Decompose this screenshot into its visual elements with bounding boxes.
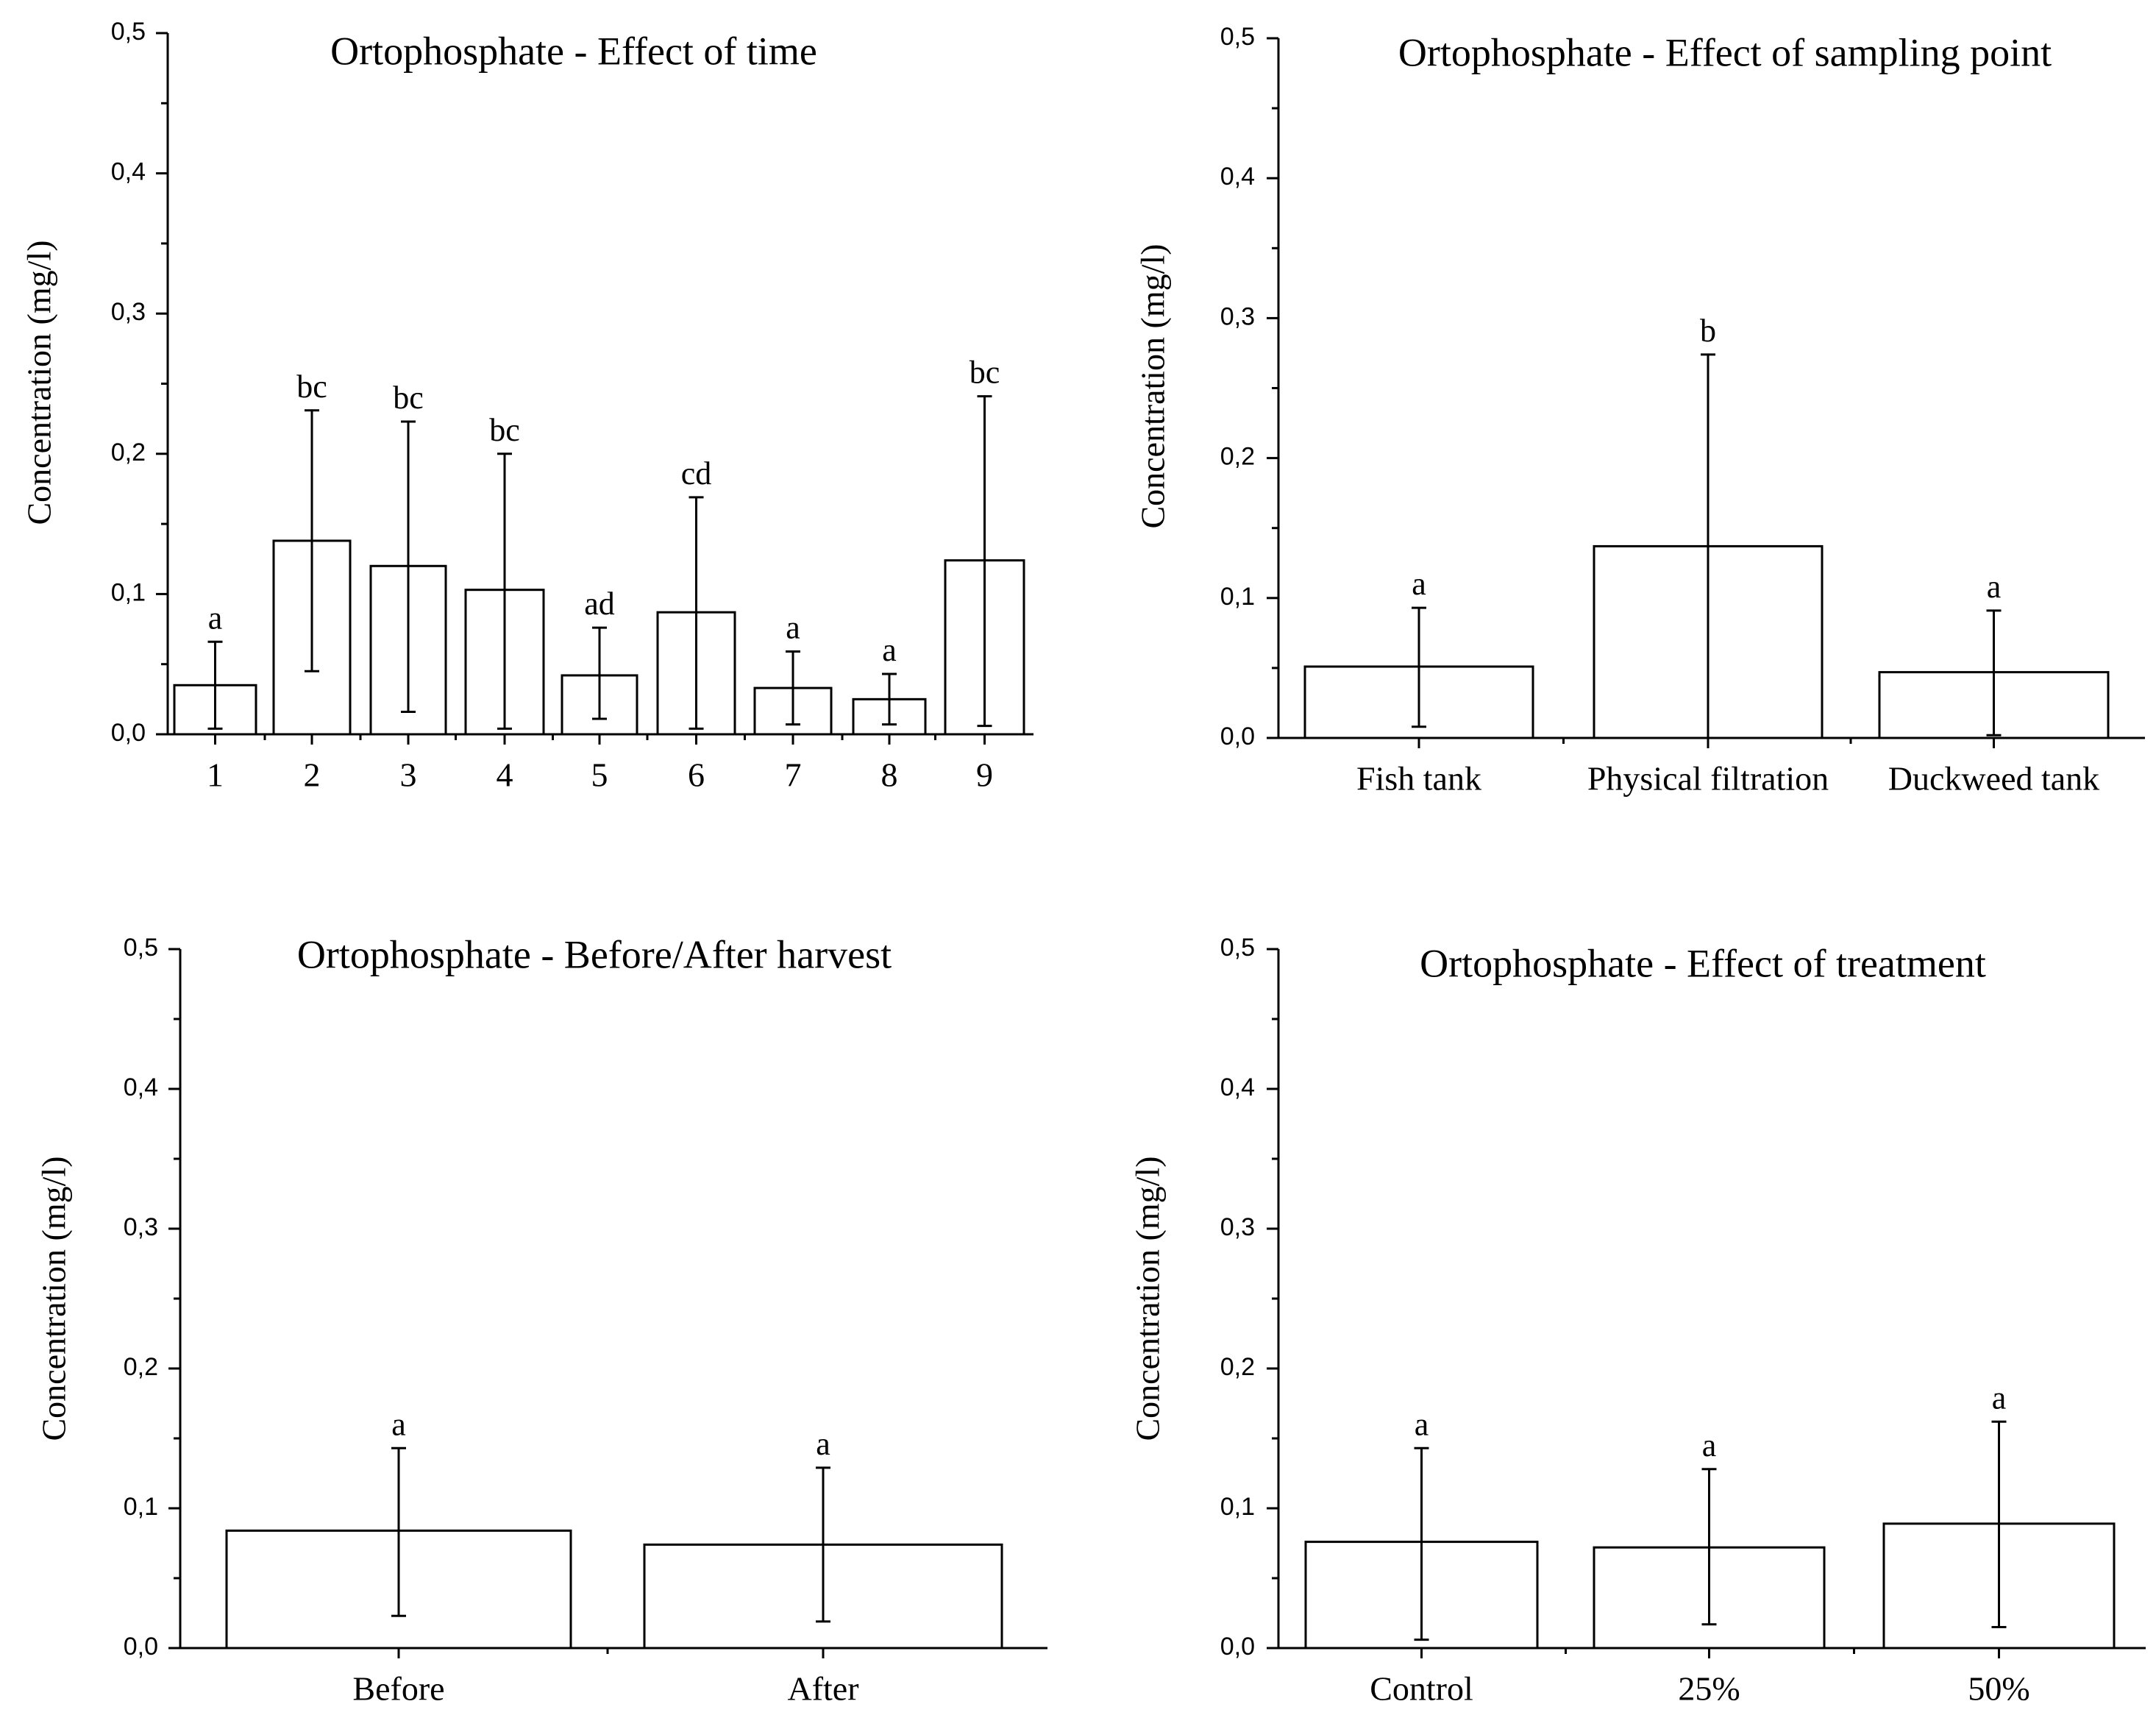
x-tick-label: 5 bbox=[591, 756, 608, 794]
y-tick-label: 0,4 bbox=[1220, 163, 1255, 191]
x-tick-label: 2 bbox=[304, 756, 321, 794]
significance-label: a bbox=[391, 1406, 406, 1442]
chart-panel-1: Ortophosphate - Effect of time Concentrat… bbox=[21, 18, 1033, 794]
y-tick-label: 0,5 bbox=[1220, 934, 1255, 962]
x-tick-label: 1 bbox=[207, 756, 224, 794]
significance-label: bc bbox=[970, 355, 1000, 391]
x-tick-label: 25% bbox=[1678, 1670, 1740, 1708]
x-tick-label: 4 bbox=[497, 756, 513, 794]
x-tick-label: Control bbox=[1370, 1670, 1473, 1708]
y-tick-label: 0,4 bbox=[1220, 1073, 1255, 1101]
significance-label: bc bbox=[296, 369, 327, 405]
significance-label: a bbox=[816, 1426, 830, 1462]
significance-label: a bbox=[1987, 569, 2002, 605]
chart-panel-4: Ortophosphate - Effect of treatment Conce… bbox=[1129, 934, 2146, 1708]
x-tick-label: 6 bbox=[688, 756, 705, 794]
y-tick-label: 0,1 bbox=[1220, 1493, 1255, 1521]
significance-label: cd bbox=[681, 455, 712, 491]
y-axis-label: Concentration (mg/l) bbox=[35, 1156, 73, 1441]
chart-panel-3: Ortophosphate - Before/After harvest Conc… bbox=[35, 932, 1047, 1708]
x-tick-label: Physical filtration bbox=[1587, 760, 1829, 798]
chart-panel-2: Ortophosphate - Effect of sampling point… bbox=[1134, 23, 2145, 798]
x-tick-label: Duckweed tank bbox=[1888, 760, 2099, 798]
y-tick-label: 0,2 bbox=[1220, 1353, 1255, 1381]
y-tick-label: 0,4 bbox=[124, 1073, 158, 1101]
significance-label: a bbox=[1415, 1406, 1429, 1442]
x-tick-label: 8 bbox=[881, 756, 898, 794]
y-axis-label: Concentration (mg/l) bbox=[21, 240, 58, 525]
y-tick-label: 0,1 bbox=[124, 1493, 158, 1521]
chart-title: Ortophosphate - Effect of treatment bbox=[1420, 941, 1986, 985]
y-tick-label: 0,3 bbox=[1220, 1213, 1255, 1241]
significance-label: a bbox=[1702, 1427, 1717, 1463]
x-tick-label: After bbox=[787, 1670, 858, 1708]
y-tick-label: 0,5 bbox=[111, 18, 146, 46]
chart-title: Ortophosphate - Effect of sampling point bbox=[1398, 30, 2052, 74]
y-tick-label: 0,5 bbox=[124, 934, 158, 962]
significance-label: a bbox=[882, 632, 897, 668]
x-tick-label: 7 bbox=[785, 756, 802, 794]
x-tick-label: 9 bbox=[976, 756, 993, 794]
y-tick-label: 0,0 bbox=[124, 1633, 158, 1661]
y-tick-label: 0,0 bbox=[1220, 1633, 1255, 1661]
chart-title: Ortophosphate - Before/After harvest bbox=[297, 932, 892, 976]
x-tick-label: 3 bbox=[400, 756, 417, 794]
y-tick-label: 0,5 bbox=[1220, 23, 1255, 51]
y-tick-label: 0,3 bbox=[111, 298, 146, 326]
y-tick-label: 0,1 bbox=[1220, 583, 1255, 611]
chart-title: Ortophosphate - Effect of time bbox=[330, 29, 817, 73]
y-tick-label: 0,2 bbox=[124, 1353, 158, 1381]
significance-label: a bbox=[208, 600, 223, 636]
y-axis-label: Concentration (mg/l) bbox=[1134, 244, 1172, 528]
y-tick-label: 0,2 bbox=[111, 439, 146, 466]
y-axis-label: Concentration (mg/l) bbox=[1129, 1156, 1167, 1441]
y-tick-label: 0,0 bbox=[1220, 723, 1255, 750]
significance-label: bc bbox=[393, 380, 424, 416]
x-tick-label: Before bbox=[352, 1670, 444, 1708]
y-tick-label: 0,4 bbox=[111, 158, 146, 186]
x-tick-label: 50% bbox=[1968, 1670, 2029, 1708]
y-tick-label: 0,3 bbox=[1220, 302, 1255, 330]
significance-label: bc bbox=[489, 412, 520, 448]
significance-label: a bbox=[1992, 1380, 2007, 1416]
y-tick-label: 0,1 bbox=[111, 578, 146, 606]
significance-label: a bbox=[786, 610, 800, 646]
y-tick-label: 0,0 bbox=[111, 719, 146, 747]
significance-label: ad bbox=[584, 586, 615, 622]
x-tick-label: Fish tank bbox=[1356, 760, 1481, 798]
significance-label: a bbox=[1412, 566, 1426, 602]
y-tick-label: 0,3 bbox=[124, 1213, 158, 1241]
y-tick-label: 0,2 bbox=[1220, 443, 1255, 471]
significance-label: b bbox=[1700, 313, 1716, 349]
